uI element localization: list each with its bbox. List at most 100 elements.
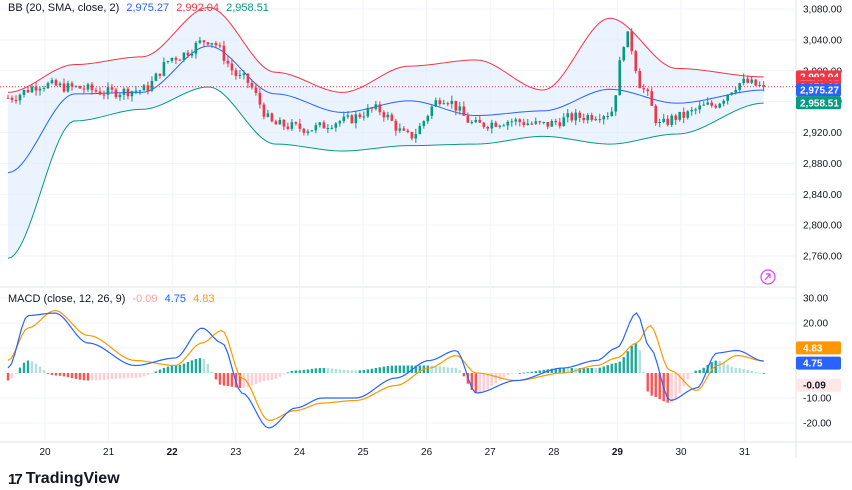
macd-histogram-bar: [586, 368, 589, 373]
macd-histogram-bar: [638, 350, 641, 373]
macd-histogram-bar: [626, 351, 629, 373]
price-tick-label: 2,880.00: [803, 159, 842, 170]
macd-histogram-bar: [210, 371, 214, 373]
candle: [254, 83, 258, 96]
macd-histogram-bar: [82, 373, 86, 381]
candle-body: [310, 130, 314, 132]
macd-histogram-bar: [170, 365, 174, 373]
candle: [494, 120, 498, 128]
candle-body: [302, 128, 306, 133]
macd-histogram-bar: [54, 373, 58, 376]
candle-body: [622, 47, 626, 61]
candle-body: [462, 106, 466, 116]
candle-body: [138, 90, 142, 92]
candle: [570, 111, 574, 123]
candle-body: [390, 114, 394, 121]
candle: [126, 86, 130, 100]
candle-body: [702, 104, 706, 106]
candle: [734, 86, 737, 95]
macd-histogram-bar: [134, 373, 138, 378]
macd-histogram-bar: [94, 373, 98, 381]
candle: [118, 92, 122, 101]
candle: [54, 78, 58, 87]
candle-body: [62, 83, 66, 92]
candle-body: [714, 105, 718, 108]
candle: [270, 112, 274, 123]
candle-body: [270, 113, 274, 122]
candle: [418, 123, 422, 135]
price-label-box: [796, 83, 841, 97]
candle-body: [530, 123, 534, 125]
tradingview-logo-icon: 17: [8, 470, 23, 488]
candle-body: [698, 105, 702, 110]
candle: [266, 109, 270, 118]
macd-histogram-bar: [194, 358, 198, 373]
macd-histogram-bar: [738, 368, 741, 373]
macd-histogram-bar: [266, 373, 270, 381]
candle-body: [598, 119, 602, 121]
candle-body: [198, 40, 202, 43]
candle-body: [274, 121, 278, 125]
candle-body: [710, 102, 714, 106]
candle: [690, 106, 694, 116]
candle-body: [342, 116, 346, 122]
candle: [710, 100, 714, 108]
candle-body: [70, 83, 74, 87]
candle: [758, 81, 761, 87]
candle-body: [66, 83, 70, 92]
macd-histogram-bar: [366, 369, 370, 373]
candle-body: [254, 87, 258, 93]
macd-histogram-bar: [370, 368, 374, 373]
candle-body: [354, 114, 358, 124]
candle: [754, 79, 757, 87]
candle: [450, 95, 454, 109]
candle: [518, 118, 522, 127]
macd-histogram-bar: [246, 373, 250, 388]
macd-histogram-bar: [38, 366, 42, 373]
macd-histogram-bar: [186, 362, 190, 373]
macd-label-text: 4.83: [803, 343, 823, 354]
bb-middle-line: [7, 45, 764, 174]
candle-body: [346, 115, 350, 117]
candle-body: [474, 119, 478, 123]
candle-body: [398, 128, 402, 131]
macd-histogram-bar: [14, 373, 18, 374]
macd-histogram-bar: [490, 373, 493, 387]
macd-histogram-bar: [698, 369, 701, 373]
candle-body: [518, 119, 522, 123]
macd-histogram-bar: [142, 373, 146, 377]
candle: [642, 84, 646, 94]
candle-body: [726, 94, 729, 101]
candle: [638, 68, 642, 89]
tradingview-logo[interactable]: 17 TradingView: [8, 470, 120, 488]
candle-body: [6, 97, 10, 99]
candle-body: [358, 114, 362, 118]
macd-histogram-bar: [478, 373, 482, 393]
macd-histogram-bar: [202, 358, 206, 373]
candle-body: [326, 128, 330, 130]
macd-histogram-bar: [154, 371, 158, 373]
candle-body: [742, 78, 745, 84]
candle-body: [562, 117, 566, 127]
candle: [618, 56, 622, 96]
candle: [18, 93, 22, 105]
macd-histogram-bar: [518, 372, 521, 374]
candle-body: [514, 119, 518, 122]
candle: [686, 110, 690, 120]
macd-histogram-bar: [418, 365, 422, 373]
candle-body: [366, 107, 370, 117]
candle-body: [542, 121, 546, 123]
candle: [514, 117, 518, 126]
bb-band-fill: [8, 7, 764, 259]
candle-body: [762, 85, 765, 87]
macd-histogram-bar: [394, 365, 398, 373]
macd-histogram-bar: [526, 372, 529, 374]
candle: [306, 129, 310, 136]
candle: [34, 81, 38, 96]
candle: [90, 82, 94, 95]
time-tick-label: 23: [230, 447, 242, 458]
time-tick-label: 27: [485, 447, 497, 458]
macd-histogram-bar: [254, 373, 258, 385]
